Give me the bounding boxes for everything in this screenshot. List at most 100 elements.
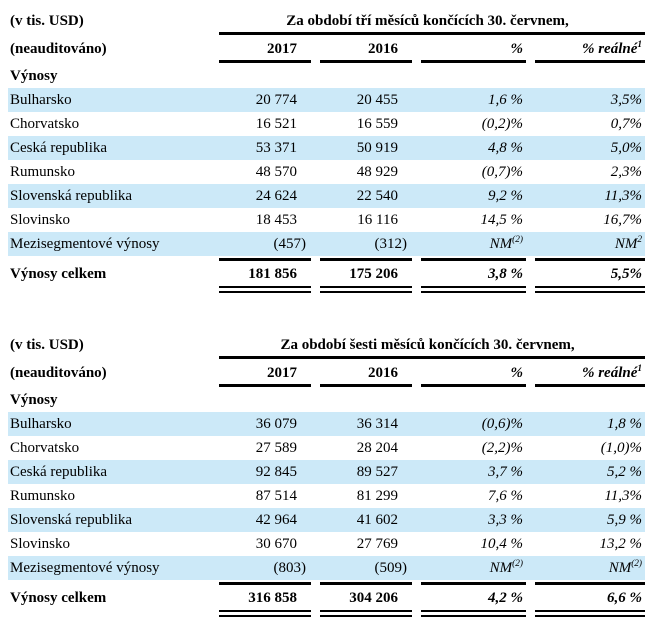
table-row: Slovinsko 30 670 27 769 10,4 % 13,2 % [8,532,645,556]
value-pct-real: 16,7% [603,211,643,228]
row-label: Bulharsko [8,88,210,112]
column-underline [219,383,311,387]
value-pct: NM(2) [412,232,526,256]
row-label: Slovenská republika [8,508,210,532]
value-2016: 16 116 [357,211,398,228]
value-2016: (509) [311,556,412,580]
table-row: Chorvatsko 27 589 28 204 (2,2)% (1,0)% [8,436,645,460]
value-2017: 24 624 [210,184,311,208]
total-double-rule-row [8,610,646,621]
value-pct: NM(2) [412,556,526,580]
column-underline [320,383,412,387]
column-underline [535,59,646,63]
footnote-marker: 2 [637,234,643,245]
value-pct: 4,8 % [412,136,526,160]
row-label: Ceská republika [8,460,210,484]
row-label: Slovenská republika [8,184,210,208]
value-pct-real: 5,2 % [526,460,646,484]
value-pct: 3,3 % [412,508,526,532]
title-rule-row [8,354,646,360]
column-underline [535,383,646,387]
value-2017: 53 371 [210,136,311,160]
total-topline [320,581,412,585]
value-2017: 42 964 [210,508,311,532]
footnote-marker: 1 [637,364,643,374]
row-label: Mezisegmentové výnosy [8,556,210,580]
column-header-row: (neauditováno) 2017 2016 % % reálné1 [8,360,645,382]
section-header-row: Výnosy [8,64,645,88]
total-rule-row [8,580,646,586]
value-pct: 14,5 % [480,211,524,228]
table-row: Chorvatsko 16 521 16 559 (0,2)% 0,7% [8,112,645,136]
value-2016: 81 299 [356,487,398,504]
total-topline [421,581,526,585]
value-2016: 41 602 [311,508,412,532]
value-pct-real: 5,0% [526,136,646,160]
value-2017: 92 845 [210,460,311,484]
table-row: Slovinsko 18 453 16 116 14,5 % 16,7% [8,208,645,232]
value-2016: (312) [311,232,412,256]
value-2017: 27 589 [255,439,297,456]
column-header-2017: 2017 [267,41,297,57]
total-topline [219,257,311,261]
title-underline [219,355,646,359]
value-2017: 30 670 [255,535,297,552]
row-label: Slovinsko [10,211,71,228]
column-header-pct: % [510,365,524,381]
value-2017: (457) [210,232,311,256]
unit-label: (v tis. USD) [10,13,84,29]
table-title-row: (v tis. USD) Za období šesti měsíců konč… [8,331,645,354]
value-pct-real: 5,9 % [526,508,646,532]
column-header-pct: % [510,41,524,57]
value-2017: 18 453 [255,211,297,228]
row-label: Chorvatsko [10,115,80,132]
total-double-underline [219,610,311,617]
value-2016: 27 769 [356,535,398,552]
value-pct: 1,6 % [412,88,526,112]
section-label: Výnosy [10,67,58,84]
period-title: Za období šesti měsíců končících 30. čer… [280,337,575,353]
footnote-marker: 1 [637,40,643,50]
value-pct: (0,6)% [412,412,526,436]
column-underline [421,383,526,387]
value-pct: (0,2)% [481,115,523,132]
value-pct-real: NM2 [526,232,646,256]
total-pct-real: 5,5% [610,265,643,282]
value-pct-real: 1,8 % [526,412,646,436]
column-header-2016: 2016 [368,365,398,381]
total-topline [535,257,646,261]
table-row: Rumunsko 87 514 81 299 7,6 % 11,3% [8,484,645,508]
row-label: Ceská republika [8,136,210,160]
total-topline [421,257,526,261]
total-label: Výnosy celkem [10,589,107,606]
title-underline [219,31,646,35]
total-double-underline [320,286,412,293]
total-double-rule-row [8,286,646,297]
section-label: Výnosy [10,391,58,408]
total-2016: 304 206 [349,589,398,606]
value-pct-real: 13,2 % [599,535,643,552]
column-header-pct-real: % reálné1 [581,364,643,381]
value-2016: 36 314 [311,412,412,436]
value-2016: 20 455 [311,88,412,112]
column-header-2017: 2017 [267,365,297,381]
table-row: Rumunsko 48 570 48 929 (0,7)% 2,3% [8,160,645,184]
table-row: Mezisegmentové výnosy (457) (312) NM(2) NM2 [8,232,646,256]
value-pct: (2,2)% [481,439,523,456]
footnote-marker: (2) [512,234,523,245]
value-pct-real: NM(2) [526,556,646,580]
column-header-pct-real: % reálné1 [581,40,643,57]
column-header-2016: 2016 [368,41,398,57]
header-rule-row [8,58,646,64]
table-row: Slovenská republika 24 624 22 540 9,2 % 11,3… [8,184,646,208]
table-row: Ceská republika 53 371 50 919 4,8 % 5,0% [8,136,646,160]
total-topline [219,581,311,585]
total-row: Výnosy celkem 316 858 304 206 4,2 % 6,6 … [8,586,645,610]
table-row: Bulharsko 36 079 36 314 (0,6)% 1,8 % [8,412,646,436]
value-2016: 22 540 [311,184,412,208]
period-title: Za období tří měsíců končících 30. červn… [286,13,569,29]
total-rule-row [8,256,646,262]
section-header-row: Výnosy [8,388,645,412]
total-double-underline [421,286,526,293]
value-pct-real: 0,7% [610,115,643,132]
